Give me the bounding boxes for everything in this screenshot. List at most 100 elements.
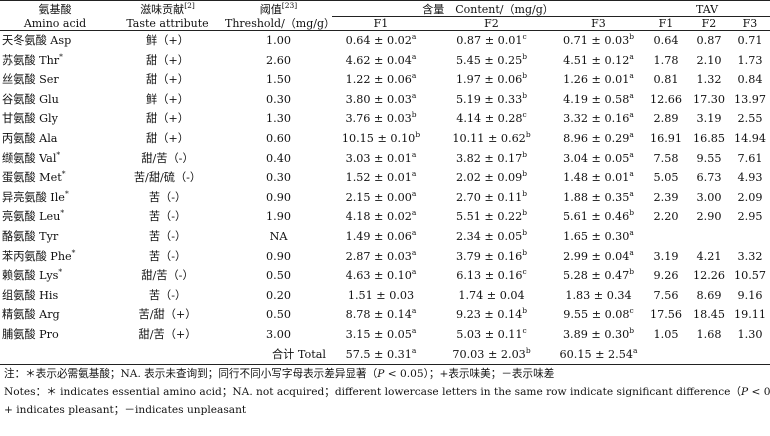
table-row: 天冬氨酸 Asp 鲜（+） 1.00 0.64 ± 0.02a 0.87 ± 0.01c… <box>0 31 770 51</box>
amino-acid-name: 组氨酸 His <box>2 288 59 302</box>
content-f3: 2.99 ± 0.04a <box>563 247 634 263</box>
taste-attribute: 甜/苦（+） <box>138 327 197 341</box>
tav-f1: 12.66 <box>649 92 683 106</box>
threshold-value: 1.00 <box>266 34 291 47</box>
tav-f2: 6.73 <box>696 171 722 185</box>
threshold-value: 0.60 <box>266 131 291 145</box>
threshold-value: 0.90 <box>266 249 291 263</box>
header-taste-cn: 滋味贡献[2] <box>110 0 225 17</box>
header-threshold-cn: 阈值[23] <box>225 0 332 17</box>
tav-f2: 3.19 <box>696 112 722 126</box>
notes-en: Notes：＊ indicates essential amino acid；N… <box>4 386 770 399</box>
tav-f3: 1.73 <box>737 53 763 67</box>
header-content-f3: F3 <box>553 16 644 31</box>
header-taste-en: Taste attribute <box>110 16 225 31</box>
tav-f3: 14.94 <box>733 131 767 145</box>
taste-attribute: 甜（+） <box>146 73 189 87</box>
tav-f3: 2.55 <box>737 112 763 126</box>
content-f1: 3.15 ± 0.05a <box>345 325 417 341</box>
content-f2: 5.03 ± 0.11c <box>456 325 527 341</box>
content-f2: 4.14 ± 0.28c <box>456 110 527 126</box>
tav-f1: 0.81 <box>653 73 679 87</box>
threshold-value: 0.50 <box>266 308 291 322</box>
threshold-value: 0.90 <box>266 190 291 204</box>
threshold-value: 0.50 <box>266 269 291 283</box>
amino-acid-table-page: 氨基酸 滋味贡献[2] 阈值[23] 含量 Content/（mg/g） TAV… <box>0 0 770 417</box>
content-f1: 3.03 ± 0.01a <box>345 149 417 165</box>
tav-f2: 1.68 <box>696 327 722 341</box>
header-content: 含量 Content/（mg/g） <box>332 0 644 17</box>
content-f3: 1.88 ± 0.35a <box>563 188 634 204</box>
content-f2: 1.97 ± 0.06b <box>455 71 528 87</box>
content-f1: 1.22 ± 0.06a <box>345 71 417 87</box>
tav-f2: 9.55 <box>696 151 722 165</box>
amino-acid-name: 酪氨酸 Tyr <box>2 229 59 243</box>
taste-attribute: 苦（-） <box>148 249 187 263</box>
taste-attribute: 苦（-） <box>148 210 187 224</box>
tav-f1 <box>644 227 688 247</box>
taste-attribute: 鲜（+） <box>146 34 189 47</box>
threshold-value: NA <box>269 229 288 243</box>
content-f2: 3.82 ± 0.17b <box>455 149 528 165</box>
tav-f2: 4.21 <box>696 249 722 263</box>
content-f1: 2.15 ± 0.00a <box>345 188 417 204</box>
amino-acid-name: 亮氨酸 Leu* <box>2 208 65 224</box>
content-f2: 1.74 ± 0.04 <box>458 288 525 302</box>
amino-acid-name: 苏氨酸 Thr* <box>2 51 63 67</box>
content-f2: 2.34 ± 0.05b <box>455 227 528 243</box>
tav-f1: 1.78 <box>653 53 679 67</box>
header-tav-f3: F3 <box>730 16 770 31</box>
content-f3: 3.89 ± 0.30b <box>562 325 635 341</box>
amino-acid-name: 蛋氨酸 Met* <box>2 169 66 185</box>
table-row: 甘氨酸 Gly 甜（+） 1.30 3.76 ± 0.03b 4.14 ± 0.28c 3… <box>0 109 770 129</box>
tav-f1: 7.58 <box>653 151 679 165</box>
table-row: 谷氨酸 Glu 鲜（+） 0.30 3.80 ± 0.03a 5.19 ± 0.33b 4… <box>0 90 770 110</box>
tav-f2: 12.26 <box>692 269 726 283</box>
tav-f3: 0.71 <box>737 34 763 47</box>
total-f3: 60.15 ± 2.54a <box>553 344 644 366</box>
content-f1: 2.87 ± 0.03a <box>345 247 417 263</box>
taste-attribute: 鲜（+） <box>146 92 189 106</box>
taste-attribute: 苦（-） <box>148 190 187 204</box>
content-f2: 5.19 ± 0.33b <box>455 90 528 106</box>
amino-acid-name: 丝氨酸 Ser <box>2 73 59 87</box>
tav-f3: 2.09 <box>737 190 763 204</box>
table-header: 氨基酸 滋味贡献[2] 阈值[23] 含量 Content/（mg/g） TAV… <box>0 0 770 31</box>
table-row: 缬氨酸 Val* 甜/苦（-） 0.40 3.03 ± 0.01a 3.82 ± 0.1… <box>0 149 770 169</box>
content-f1: 3.80 ± 0.03a <box>345 90 417 106</box>
amino-acid-name: 脯氨酸 Pro <box>2 327 59 341</box>
notes-en-2: + indicates pleasant；－indicates unpleasa… <box>4 404 247 417</box>
threshold-value: 0.20 <box>266 288 291 302</box>
content-f3: 1.83 ± 0.34 <box>565 288 632 302</box>
tav-f2: 1.32 <box>696 73 722 87</box>
amino-acid-name: 丙氨酸 Ala <box>2 131 58 145</box>
tav-f1: 5.05 <box>653 171 679 185</box>
table-row: 异亮氨酸 Ile* 苦（-） 0.90 2.15 ± 0.00a 2.70 ± 0.11… <box>0 188 770 208</box>
table-body: 天冬氨酸 Asp 鲜（+） 1.00 0.64 ± 0.02a 0.87 ± 0.01c… <box>0 31 770 345</box>
content-f3: 4.19 ± 0.58a <box>563 90 634 106</box>
tav-f1: 0.64 <box>653 34 679 47</box>
header-amino-en: Amino acid <box>0 16 110 31</box>
taste-attribute: 甜（+） <box>146 112 189 126</box>
taste-attribute: 甜/苦（-） <box>141 151 194 165</box>
tav-f2: 3.00 <box>696 190 722 204</box>
total-row: 合计 Total 57.5 ± 0.31a 70.03 ± 2.03b 60.1… <box>0 344 770 366</box>
header-content-f2: F2 <box>430 16 553 31</box>
content-f3: 9.55 ± 0.08c <box>563 306 634 322</box>
table-row: 苯丙氨酸 Phe* 苦（-） 0.90 2.87 ± 0.03a 3.79 ± 0.16… <box>0 247 770 267</box>
tav-f1: 2.20 <box>653 210 679 224</box>
tav-f3: 4.93 <box>737 171 763 185</box>
content-f3: 8.96 ± 0.29a <box>563 129 634 145</box>
header-threshold-en: Threshold/（mg/g） <box>225 16 332 31</box>
amino-acid-name: 缬氨酸 Val* <box>2 149 61 165</box>
tav-f3: 7.61 <box>737 151 763 165</box>
content-f2: 9.23 ± 0.14b <box>455 306 528 322</box>
header-amino-cn: 氨基酸 <box>0 0 110 17</box>
content-f3: 1.65 ± 0.30a <box>563 227 634 243</box>
content-f1: 8.78 ± 0.14a <box>345 306 417 322</box>
table-row: 苏氨酸 Thr* 甜（+） 2.60 4.62 ± 0.04a 5.45 ± 0.25b… <box>0 51 770 71</box>
threshold-value: 0.30 <box>266 171 291 185</box>
tav-f2: 2.10 <box>696 53 722 67</box>
table-row: 亮氨酸 Leu* 苦（-） 1.90 4.18 ± 0.02a 5.51 ± 0.22b… <box>0 207 770 227</box>
notes-cn: 注：＊表示必需氨基酸；NA. 表示未查询到；同行不同小写字母表示差异显著（P <… <box>4 368 555 381</box>
